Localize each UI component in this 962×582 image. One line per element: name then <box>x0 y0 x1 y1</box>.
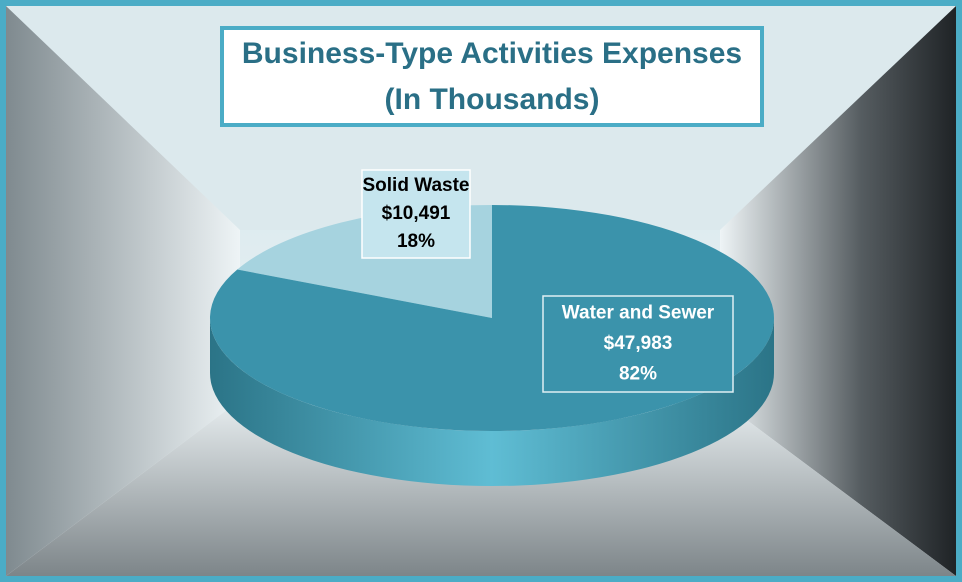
chart-subtitle: (In Thousands) <box>385 83 600 116</box>
slice-label: Solid Waste <box>363 175 470 196</box>
pie-side <box>210 318 774 486</box>
chart-title: Business-Type Activities Expenses <box>242 37 742 70</box>
slice-label: Water and Sewer <box>562 303 715 324</box>
percent-label: 18% <box>397 231 435 252</box>
label-box <box>361 169 471 259</box>
value-label: $47,983 <box>604 333 673 354</box>
label-box <box>542 295 734 393</box>
value-label: $10,491 <box>382 203 451 224</box>
title-box <box>220 26 764 127</box>
percent-label: 82% <box>619 363 657 384</box>
